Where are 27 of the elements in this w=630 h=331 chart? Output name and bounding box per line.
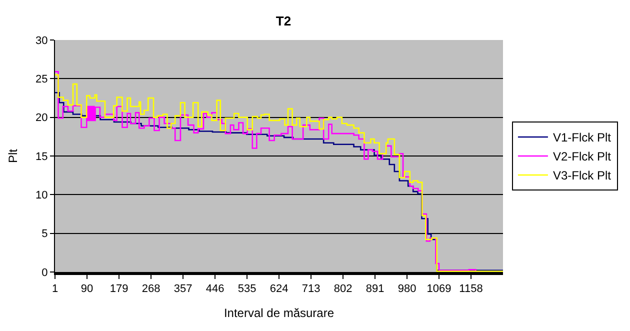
x-tick-label: 802 [334,283,352,296]
legend-label: V1-Flck Plt [552,130,612,145]
x-tick-label: 535 [238,283,256,296]
x-tick-label: 1 [52,283,58,296]
y-tick-label: 15 [36,150,48,163]
y-tick-label: 20 [36,112,48,124]
x-tick-label: 980 [398,283,416,296]
chart-title: T2 [276,14,292,29]
x-tick-label: 624 [270,283,288,296]
y-tick-label: 30 [36,34,48,47]
x-tick-label: 713 [302,283,320,296]
y-tick-label: 5 [42,228,48,240]
x-tick-label: 446 [206,283,224,296]
x-tick-label: 1069 [426,283,452,296]
y-tick-label: 0 [42,266,48,279]
legend-label: V2-Flck Plt [552,150,612,164]
x-tick-label: 268 [142,283,160,296]
y-tick-label: 10 [36,190,48,202]
x-tick-label: 90 [80,283,94,296]
legend-label: V3-Flck Plt [552,168,612,183]
x-tick-label: 357 [174,283,192,296]
x-tick-label: 1158 [459,283,483,296]
y-axis-title: Plt [6,148,20,164]
y-tick-label: 25 [36,74,48,86]
x-tick-label: 891 [366,283,384,296]
x-tick-label: 179 [110,283,128,296]
x-axis-title: Interval de măsurare [224,306,334,320]
